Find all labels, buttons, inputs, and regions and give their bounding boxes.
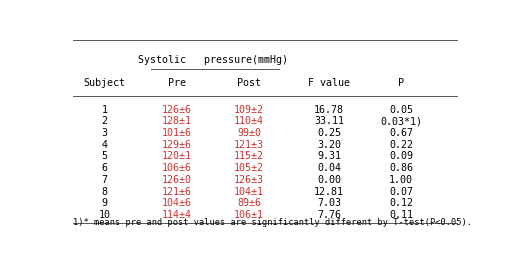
Text: 8: 8	[102, 187, 108, 197]
Text: 114±4: 114±4	[162, 210, 192, 220]
Text: 12.81: 12.81	[314, 187, 344, 197]
Text: 115±2: 115±2	[234, 152, 264, 162]
Text: 1.00: 1.00	[389, 175, 413, 185]
Text: 106±1: 106±1	[234, 210, 264, 220]
Text: 3: 3	[102, 128, 108, 138]
Text: 9.31: 9.31	[317, 152, 341, 162]
Text: 128±1: 128±1	[162, 116, 192, 126]
Text: 16.78: 16.78	[314, 104, 344, 115]
Text: P: P	[398, 78, 404, 88]
Text: 105±2: 105±2	[234, 163, 264, 173]
Text: 0.67: 0.67	[389, 128, 413, 138]
Text: 0.05: 0.05	[389, 104, 413, 115]
Text: 106±6: 106±6	[162, 163, 192, 173]
Text: 33.11: 33.11	[314, 116, 344, 126]
Text: 0.86: 0.86	[389, 163, 413, 173]
Text: 0.07: 0.07	[389, 187, 413, 197]
Text: 0.22: 0.22	[389, 140, 413, 150]
Text: 2: 2	[102, 116, 108, 126]
Text: 3.20: 3.20	[317, 140, 341, 150]
Text: 0.03*1): 0.03*1)	[380, 116, 422, 126]
Text: 104±1: 104±1	[234, 187, 264, 197]
Text: Pre: Pre	[168, 78, 186, 88]
Text: 1: 1	[102, 104, 108, 115]
Text: 109±2: 109±2	[234, 104, 264, 115]
Text: 0.11: 0.11	[389, 210, 413, 220]
Text: 10: 10	[99, 210, 111, 220]
Text: 104±6: 104±6	[162, 198, 192, 208]
Text: 7.76: 7.76	[317, 210, 341, 220]
Text: 0.09: 0.09	[389, 152, 413, 162]
Text: 1)* means pre and post values are significantly different by T-test(P<0.05).: 1)* means pre and post values are signif…	[72, 218, 472, 227]
Text: 120±1: 120±1	[162, 152, 192, 162]
Text: 110±4: 110±4	[234, 116, 264, 126]
Text: 126±6: 126±6	[162, 104, 192, 115]
Text: 0.00: 0.00	[317, 175, 341, 185]
Text: 89±6: 89±6	[237, 198, 261, 208]
Text: 5: 5	[102, 152, 108, 162]
Text: 4: 4	[102, 140, 108, 150]
Text: 121±3: 121±3	[234, 140, 264, 150]
Text: 126±0: 126±0	[162, 175, 192, 185]
Text: 121±6: 121±6	[162, 187, 192, 197]
Text: 7: 7	[102, 175, 108, 185]
Text: Subject: Subject	[84, 78, 126, 88]
Text: 9: 9	[102, 198, 108, 208]
Text: 0.12: 0.12	[389, 198, 413, 208]
Text: 129±6: 129±6	[162, 140, 192, 150]
Text: 7.03: 7.03	[317, 198, 341, 208]
Text: 99±0: 99±0	[237, 128, 261, 138]
Text: 101±6: 101±6	[162, 128, 192, 138]
Text: 0.04: 0.04	[317, 163, 341, 173]
Text: 0.25: 0.25	[317, 128, 341, 138]
Text: 126±3: 126±3	[234, 175, 264, 185]
Text: Post: Post	[237, 78, 261, 88]
Text: 6: 6	[102, 163, 108, 173]
Text: Systolic   pressure(mmHg): Systolic pressure(mmHg)	[138, 55, 288, 65]
Text: F value: F value	[308, 78, 350, 88]
